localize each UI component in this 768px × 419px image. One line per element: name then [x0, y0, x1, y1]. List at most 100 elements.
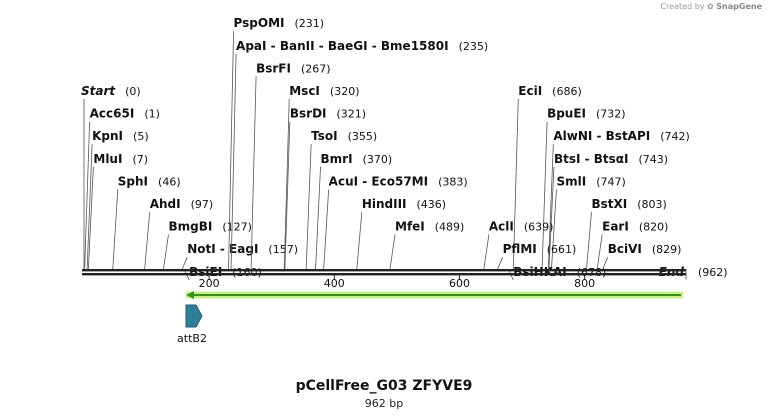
site-leader-line [87, 166, 94, 270]
restriction-site[interactable]: BpuEI (732) [541, 107, 626, 270]
site-name: End [659, 265, 685, 279]
site-position: (160) [232, 266, 262, 279]
site-name: AclI [489, 220, 514, 234]
site-leader-line [483, 234, 490, 270]
restriction-site[interactable]: ApaI - BanII - BaeGI - Bme1580I (235) [230, 39, 489, 270]
backbone-bottom-line [82, 273, 686, 276]
site-position: (489) [435, 221, 465, 234]
restriction-site[interactable]: Acc65I (1) [84, 107, 160, 270]
site-leader-line [230, 53, 237, 270]
site-leader-line [497, 257, 504, 270]
restriction-site[interactable]: KpnI (5) [86, 129, 149, 270]
site-name: BsrFI [256, 61, 291, 75]
restriction-site[interactable]: AhdI (97) [144, 197, 213, 270]
plasmid-length: 962 bp [364, 397, 404, 410]
restriction-site[interactable]: AclI (639) [483, 220, 554, 270]
site-position: (803) [637, 198, 667, 211]
restriction-site[interactable]: Start (0) [81, 84, 141, 269]
restriction-site[interactable]: MfeI (489) [389, 220, 465, 270]
restriction-sites: Start (0)Acc65I (1)KpnI (5)MluI (7)SphI (46)A… [81, 16, 728, 280]
restriction-site[interactable]: BsrDI (321) [284, 107, 366, 270]
site-name: BmrI [321, 152, 353, 166]
site-position: (742) [660, 130, 690, 143]
restriction-site[interactable]: AlwNI - BstAPI (742) [547, 129, 690, 270]
site-position: (639) [524, 221, 554, 234]
site-position: (962) [698, 266, 728, 279]
gene-arrow-head [186, 291, 194, 299]
restriction-site[interactable]: HindIII (436) [356, 197, 446, 270]
restriction-site[interactable]: SphI (46) [112, 174, 181, 270]
restriction-site[interactable]: BstXI (803) [586, 197, 667, 270]
site-leader-line [596, 234, 603, 270]
site-leader-line [602, 257, 609, 270]
site-name: TsoI [311, 129, 337, 143]
linear-map: Start (0)Acc65I (1)KpnI (5)MluI (7)SphI (46)A… [81, 16, 728, 345]
site-name: BtsI - BtsαI [554, 152, 629, 166]
site-leader-line [228, 31, 234, 270]
site-leader-line [586, 211, 592, 270]
site-position: (267) [301, 62, 331, 75]
restriction-site[interactable]: End (962) [659, 265, 728, 280]
credit-prefix: Created by [660, 2, 705, 11]
restriction-site[interactable]: BtsI - BtsαI (743) [548, 152, 668, 270]
axis-tick-label: 400 [324, 277, 345, 290]
site-name: Acc65I [90, 107, 135, 121]
site-position: (7) [132, 153, 148, 166]
site-name: BpuEI [547, 107, 586, 121]
site-leader-line [551, 189, 557, 270]
site-name: SmlI [556, 174, 586, 188]
restriction-site[interactable]: BsiEI (160) [183, 265, 262, 280]
restriction-site[interactable]: PspOMI (231) [228, 16, 325, 270]
site-position: (235) [459, 40, 489, 53]
restriction-site[interactable]: EarI (820) [596, 220, 669, 270]
site-name: BsiHKAI [513, 265, 567, 279]
restriction-site[interactable]: BmrI (370) [315, 152, 393, 270]
restriction-site[interactable]: MluI (7) [87, 152, 148, 270]
gene-arrow[interactable] [186, 291, 683, 299]
site-name: NotI - EagI [187, 242, 258, 256]
snapgene-logo-icon: ✿ [707, 2, 714, 11]
site-name: EarI [602, 220, 629, 234]
site-position: (732) [596, 108, 626, 121]
site-name: BmgBI [168, 220, 212, 234]
restriction-site[interactable]: BciVI (829) [602, 242, 682, 270]
restriction-site[interactable]: AcuI - Eco57MI (383) [323, 174, 468, 270]
restriction-site[interactable]: EciI (686) [512, 84, 582, 270]
restriction-site[interactable]: NotI - EagI (157) [181, 242, 298, 270]
site-name: KpnI [92, 129, 123, 143]
site-leader-line [315, 166, 321, 270]
site-leader-line [389, 234, 396, 270]
site-name: MscI [289, 84, 320, 98]
restriction-site[interactable]: PflMI (661) [497, 242, 577, 270]
plasmid-name: pCellFree_G03 ZFYVE9 [295, 378, 473, 394]
site-position: (661) [547, 243, 577, 256]
site-leader-line [181, 257, 188, 270]
axis-tick-label: 600 [449, 277, 470, 290]
site-position: (320) [330, 85, 360, 98]
site-position: (127) [222, 221, 252, 234]
site-name: AhdI [150, 197, 181, 211]
site-name: MluI [93, 152, 122, 166]
attb2-label: attB2 [177, 332, 207, 345]
site-leader-line [163, 234, 169, 270]
site-name: MfeI [395, 220, 425, 234]
axis-tick-label: 200 [199, 277, 220, 290]
site-position: (46) [158, 175, 181, 188]
restriction-site[interactable]: MscI (320) [283, 84, 360, 270]
site-leader-line [283, 98, 290, 270]
restriction-site[interactable]: BsrFI (267) [250, 61, 331, 270]
site-name: BstXI [592, 197, 628, 211]
site-leader-line [548, 166, 555, 270]
restriction-site[interactable]: TsoI (355) [305, 129, 377, 270]
site-position: (820) [639, 221, 669, 234]
site-name: PflMI [503, 242, 537, 256]
site-position: (747) [596, 175, 626, 188]
site-name: AlwNI - BstAPI [553, 129, 650, 143]
site-leader-line [144, 211, 151, 270]
site-leader-line [84, 121, 91, 270]
site-position: (370) [363, 153, 393, 166]
restriction-site[interactable]: SmlI (747) [551, 174, 626, 270]
attb2-arrow[interactable] [185, 304, 203, 328]
attb2-feature[interactable]: attB2 [177, 304, 207, 345]
site-name: PspOMI [234, 16, 285, 30]
